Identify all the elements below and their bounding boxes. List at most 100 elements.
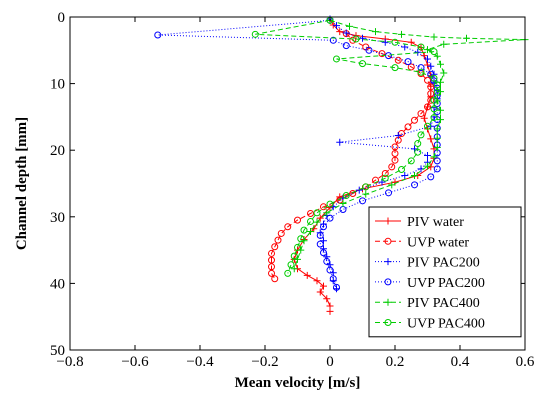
x-tick-label: 0.2 bbox=[386, 354, 405, 370]
data-point bbox=[381, 174, 389, 182]
data-point bbox=[437, 116, 444, 124]
legend-marker bbox=[384, 237, 392, 245]
data-point bbox=[414, 48, 422, 56]
data-point bbox=[417, 43, 425, 51]
data-point bbox=[417, 131, 425, 139]
data-point bbox=[381, 38, 389, 46]
data-point bbox=[398, 166, 405, 174]
y-tick-label: 30 bbox=[50, 210, 65, 226]
data-point bbox=[268, 256, 275, 264]
data-point bbox=[349, 189, 357, 197]
data-point bbox=[407, 38, 415, 46]
data-point bbox=[381, 170, 389, 178]
data-point bbox=[352, 35, 360, 43]
data-point bbox=[391, 64, 399, 72]
data-point bbox=[326, 200, 334, 208]
data-point bbox=[336, 28, 344, 36]
data-point bbox=[433, 52, 441, 60]
data-point bbox=[427, 83, 435, 91]
legend-marker bbox=[384, 217, 392, 225]
data-point bbox=[372, 176, 379, 184]
data-point bbox=[440, 69, 448, 77]
data-point bbox=[320, 245, 327, 253]
data-point bbox=[320, 223, 327, 231]
data-point bbox=[391, 150, 399, 158]
data-point bbox=[411, 116, 418, 124]
data-point bbox=[362, 190, 370, 198]
data-point bbox=[154, 31, 162, 39]
y-tick-label: 0 bbox=[58, 10, 66, 26]
data-point bbox=[440, 40, 448, 48]
data-point bbox=[424, 162, 431, 170]
x-tick-label: 0.4 bbox=[451, 354, 470, 370]
data-point bbox=[430, 33, 438, 41]
data-point bbox=[307, 209, 314, 217]
data-point bbox=[430, 74, 438, 82]
legend-label: UVP PAC200 bbox=[407, 276, 485, 291]
data-point bbox=[433, 165, 441, 173]
data-point bbox=[307, 217, 314, 225]
legend-marker bbox=[384, 278, 392, 286]
data-point bbox=[284, 223, 292, 231]
data-point bbox=[433, 81, 441, 89]
data-point bbox=[372, 28, 379, 36]
data-point bbox=[433, 134, 441, 142]
data-point bbox=[294, 243, 301, 251]
data-point bbox=[274, 236, 282, 244]
data-point bbox=[336, 138, 344, 146]
data-point bbox=[300, 226, 308, 234]
data-point bbox=[433, 157, 441, 165]
data-point bbox=[404, 58, 412, 66]
legend-marker bbox=[384, 319, 392, 326]
data-point bbox=[411, 181, 418, 189]
data-point bbox=[342, 29, 350, 37]
legend-label: PIV PAC200 bbox=[407, 256, 480, 271]
data-point bbox=[411, 172, 418, 180]
data-point bbox=[339, 199, 347, 207]
data-point bbox=[290, 252, 298, 260]
data-point bbox=[359, 34, 366, 42]
data-point bbox=[316, 214, 324, 222]
data-point bbox=[316, 288, 324, 296]
data-point bbox=[323, 257, 331, 265]
data-point bbox=[329, 36, 337, 44]
data-point bbox=[427, 96, 435, 104]
data-point bbox=[417, 64, 425, 72]
x-tick-label: 0 bbox=[326, 354, 334, 370]
data-point bbox=[424, 122, 431, 130]
data-point bbox=[463, 34, 470, 42]
data-point bbox=[333, 22, 340, 30]
data-point bbox=[355, 186, 363, 194]
legend-marker bbox=[384, 258, 392, 266]
data-point bbox=[401, 172, 409, 180]
x-axis-label: Mean velocity [m/s] bbox=[235, 375, 361, 391]
data-point bbox=[388, 163, 396, 171]
data-point bbox=[333, 55, 340, 63]
data-point bbox=[339, 205, 347, 213]
data-point bbox=[313, 277, 321, 285]
y-axis-label: Channel depth [mm] bbox=[14, 117, 30, 250]
data-point bbox=[391, 156, 399, 164]
y-tick-label: 50 bbox=[50, 343, 65, 359]
data-point bbox=[346, 22, 353, 30]
data-point bbox=[359, 60, 366, 68]
x-tick-label: −0.8 bbox=[56, 354, 83, 370]
data-point bbox=[323, 295, 331, 303]
data-point bbox=[420, 114, 428, 122]
data-point bbox=[401, 43, 409, 51]
data-point bbox=[427, 135, 435, 143]
data-point bbox=[417, 68, 425, 76]
x-tick-label: −0.2 bbox=[251, 354, 278, 370]
data-point bbox=[417, 110, 425, 118]
data-point bbox=[433, 125, 441, 133]
data-point bbox=[316, 240, 324, 248]
data-point bbox=[427, 90, 435, 98]
data-point bbox=[287, 261, 295, 269]
data-point bbox=[326, 266, 334, 274]
data-point bbox=[316, 231, 324, 239]
data-point bbox=[430, 105, 438, 113]
data-point bbox=[284, 269, 292, 277]
data-point bbox=[427, 173, 435, 181]
data-point bbox=[388, 181, 396, 189]
